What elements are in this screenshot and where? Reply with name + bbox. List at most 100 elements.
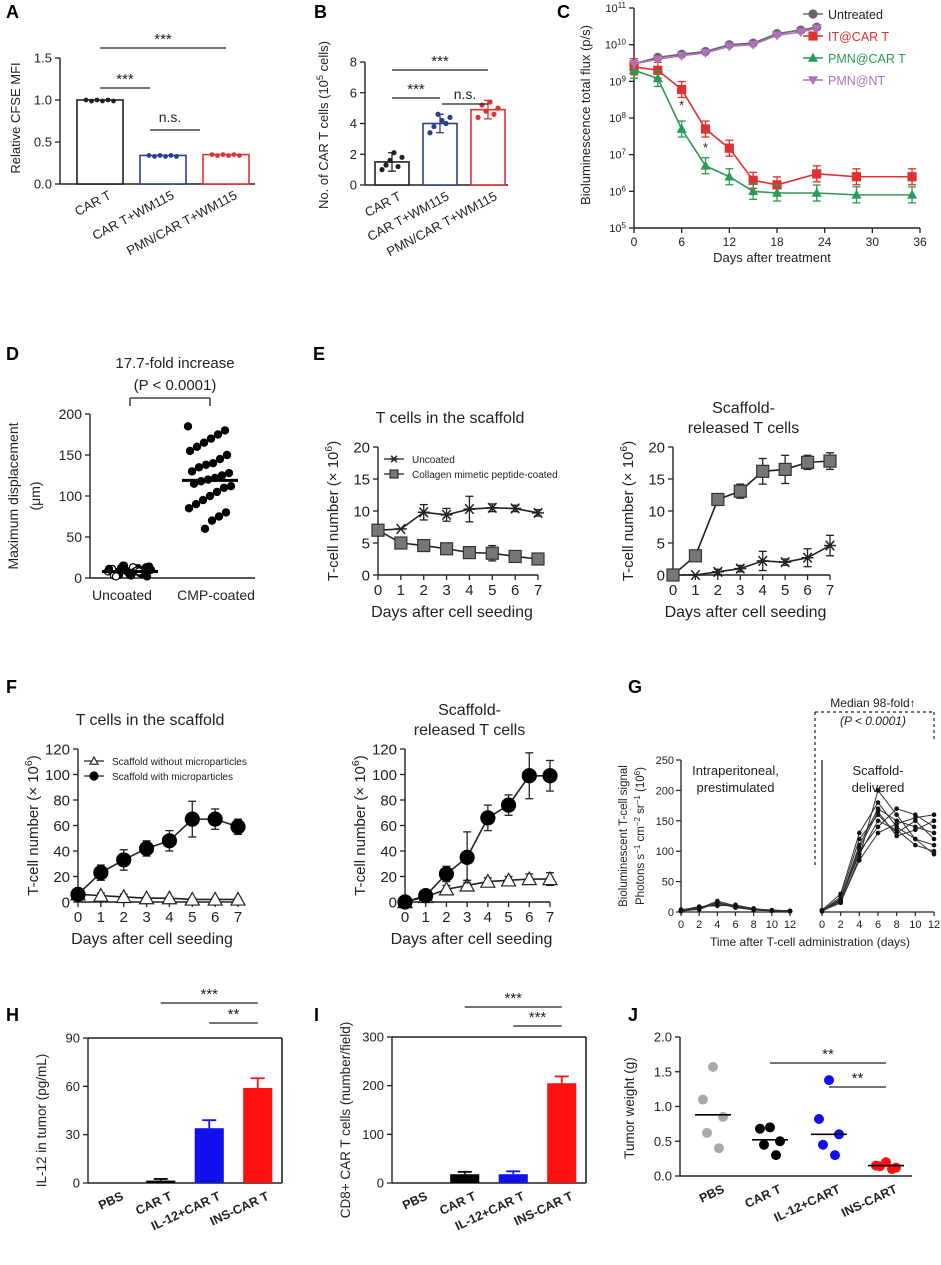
panel-c-point xyxy=(748,186,759,196)
panel-g-point xyxy=(894,833,899,839)
panel-g-point xyxy=(894,806,899,811)
panel-f2-point xyxy=(438,866,455,882)
panel-a-point xyxy=(231,152,237,158)
panel-f1-x-tick-label: 2 xyxy=(120,909,128,926)
panel-b-point xyxy=(487,99,493,105)
panel-h-y-tick-label: 0 xyxy=(73,1176,80,1191)
panel-e2-point xyxy=(734,563,747,574)
panel-c-point xyxy=(907,172,917,182)
panel-c-x-tick-label: 18 xyxy=(770,235,784,249)
panel-d-point xyxy=(184,504,194,513)
panel-b-y-tick-label: 6 xyxy=(350,85,357,100)
panel-h-bar xyxy=(194,1128,224,1183)
label-part: ) xyxy=(25,755,42,760)
panel-c-y-tick-label: 108 xyxy=(609,111,626,126)
panel-a-bar xyxy=(202,153,250,185)
label-part: 6 xyxy=(23,760,35,766)
panel-a-point xyxy=(89,98,94,104)
panel-e1-point xyxy=(417,506,430,518)
star-stroke xyxy=(757,555,768,567)
panel-label-b: B xyxy=(314,2,327,22)
panel-i-cmp-sig-label: *** xyxy=(529,1009,547,1026)
panel-g-y-tick-label: 100 xyxy=(656,846,674,858)
panel-c-legend-label: Untreated xyxy=(828,8,883,22)
panel-c-point xyxy=(724,171,735,181)
panel-d-point xyxy=(222,450,232,460)
star-stroke xyxy=(487,502,498,514)
tick-exp: 8 xyxy=(622,111,627,120)
panel-g-point xyxy=(875,800,881,805)
panel-a-point xyxy=(220,152,226,158)
panel-e2-point xyxy=(823,454,837,468)
panel-h-bar xyxy=(243,1087,273,1183)
panel-c-legend-marker xyxy=(807,76,819,86)
panel-e2-point xyxy=(778,462,792,476)
panel-g-x-tick-label: 8 xyxy=(894,919,900,931)
panel-g-point xyxy=(875,818,881,824)
panel-a-category-label: PMN/CAR T+WM115 xyxy=(124,187,239,258)
panel-c-legend-marker xyxy=(808,9,818,19)
panel-g-annotation: Median 98-fold↑ xyxy=(830,696,915,710)
panel-d-category-label: CMP-coated xyxy=(177,587,255,603)
panel-f1-point xyxy=(207,891,224,906)
tick-base: 10 xyxy=(609,186,621,198)
panel-c-sig-star: * xyxy=(703,140,708,155)
panel-b-point xyxy=(483,108,489,114)
panel-d-point xyxy=(194,463,204,472)
panel-f1-x-tick-label: 1 xyxy=(97,909,105,926)
panel-e2-y-tick-label: 15 xyxy=(648,471,665,488)
panel-f2-point xyxy=(541,870,559,886)
panel-e1-y-tick-label: 0 xyxy=(362,567,370,584)
panel-d-point xyxy=(226,481,236,491)
panel-j-point xyxy=(765,1122,775,1133)
panel-g-point xyxy=(931,851,937,857)
panel-i-cmp-sig-label: *** xyxy=(504,990,522,1007)
panel-f2-point xyxy=(438,881,455,896)
panel-e1-x-tick-label: 2 xyxy=(420,582,428,599)
panel-c-sig-star: * xyxy=(679,98,684,113)
panel-g-point xyxy=(875,824,881,830)
panel-b-point xyxy=(387,157,393,163)
panel-c-legend-marker xyxy=(808,31,818,41)
label-part: IL-12 in tumor (pg/mL) xyxy=(34,1054,49,1188)
panel-c-x-tick-label: 30 xyxy=(866,235,880,249)
panel-j-point xyxy=(718,1111,728,1122)
panel-f2-x-tick-label: 0 xyxy=(401,909,409,926)
panel-g-point xyxy=(838,897,843,903)
panel-f1-series-line xyxy=(77,818,239,895)
panel-d-point xyxy=(199,438,209,447)
panel-e1-x-tick-label: 0 xyxy=(374,582,382,599)
panel-e1-point xyxy=(508,549,522,564)
label-part: ) xyxy=(635,767,647,771)
panel-e1-title: T cells in the scaffold xyxy=(376,410,525,427)
panel-b-cmp1-sig-label: *** xyxy=(431,53,449,70)
panel-c-y-tick-label: 106 xyxy=(609,184,626,199)
panel-i-bar xyxy=(547,1083,577,1183)
panel-c-y-tick-label: 105 xyxy=(609,221,626,236)
panel-a-point xyxy=(152,154,157,159)
panel-f1-y-tick-label: 120 xyxy=(45,741,70,758)
panel-g-y-tick-label: 200 xyxy=(656,785,674,797)
panel-a-y-tick-label: 0.5 xyxy=(34,135,52,150)
panel-c-point xyxy=(628,60,640,70)
panel-g-point xyxy=(696,907,702,912)
panel-i-category-label: PBS xyxy=(400,1189,429,1213)
panel-g-point xyxy=(931,824,937,830)
panel-g-annotation-line2: (P < 0.0001) xyxy=(840,714,906,728)
panel-a-y-label: Relative CFSE MFI xyxy=(8,62,23,173)
panel-f1-point xyxy=(230,819,246,835)
panel-f2-point xyxy=(480,810,496,826)
panel-g-x-tick-label: 0 xyxy=(678,919,684,931)
panel-a-point xyxy=(157,153,163,158)
panel-e1-x-tick-label: 3 xyxy=(442,582,450,599)
panel-d-point xyxy=(187,467,197,476)
panel-e1-y-tick-label: 5 xyxy=(362,535,370,552)
panel-g-point xyxy=(931,842,937,848)
panel-f1-point xyxy=(92,887,109,902)
panel-label-a: A xyxy=(6,2,19,22)
panel-e1-point xyxy=(394,536,408,550)
panel-e2-point xyxy=(779,556,792,568)
panel-g-x-tick-label: 2 xyxy=(696,919,702,931)
panel-g-point xyxy=(931,836,937,842)
panel-c-x-tick-label: 12 xyxy=(723,235,737,249)
